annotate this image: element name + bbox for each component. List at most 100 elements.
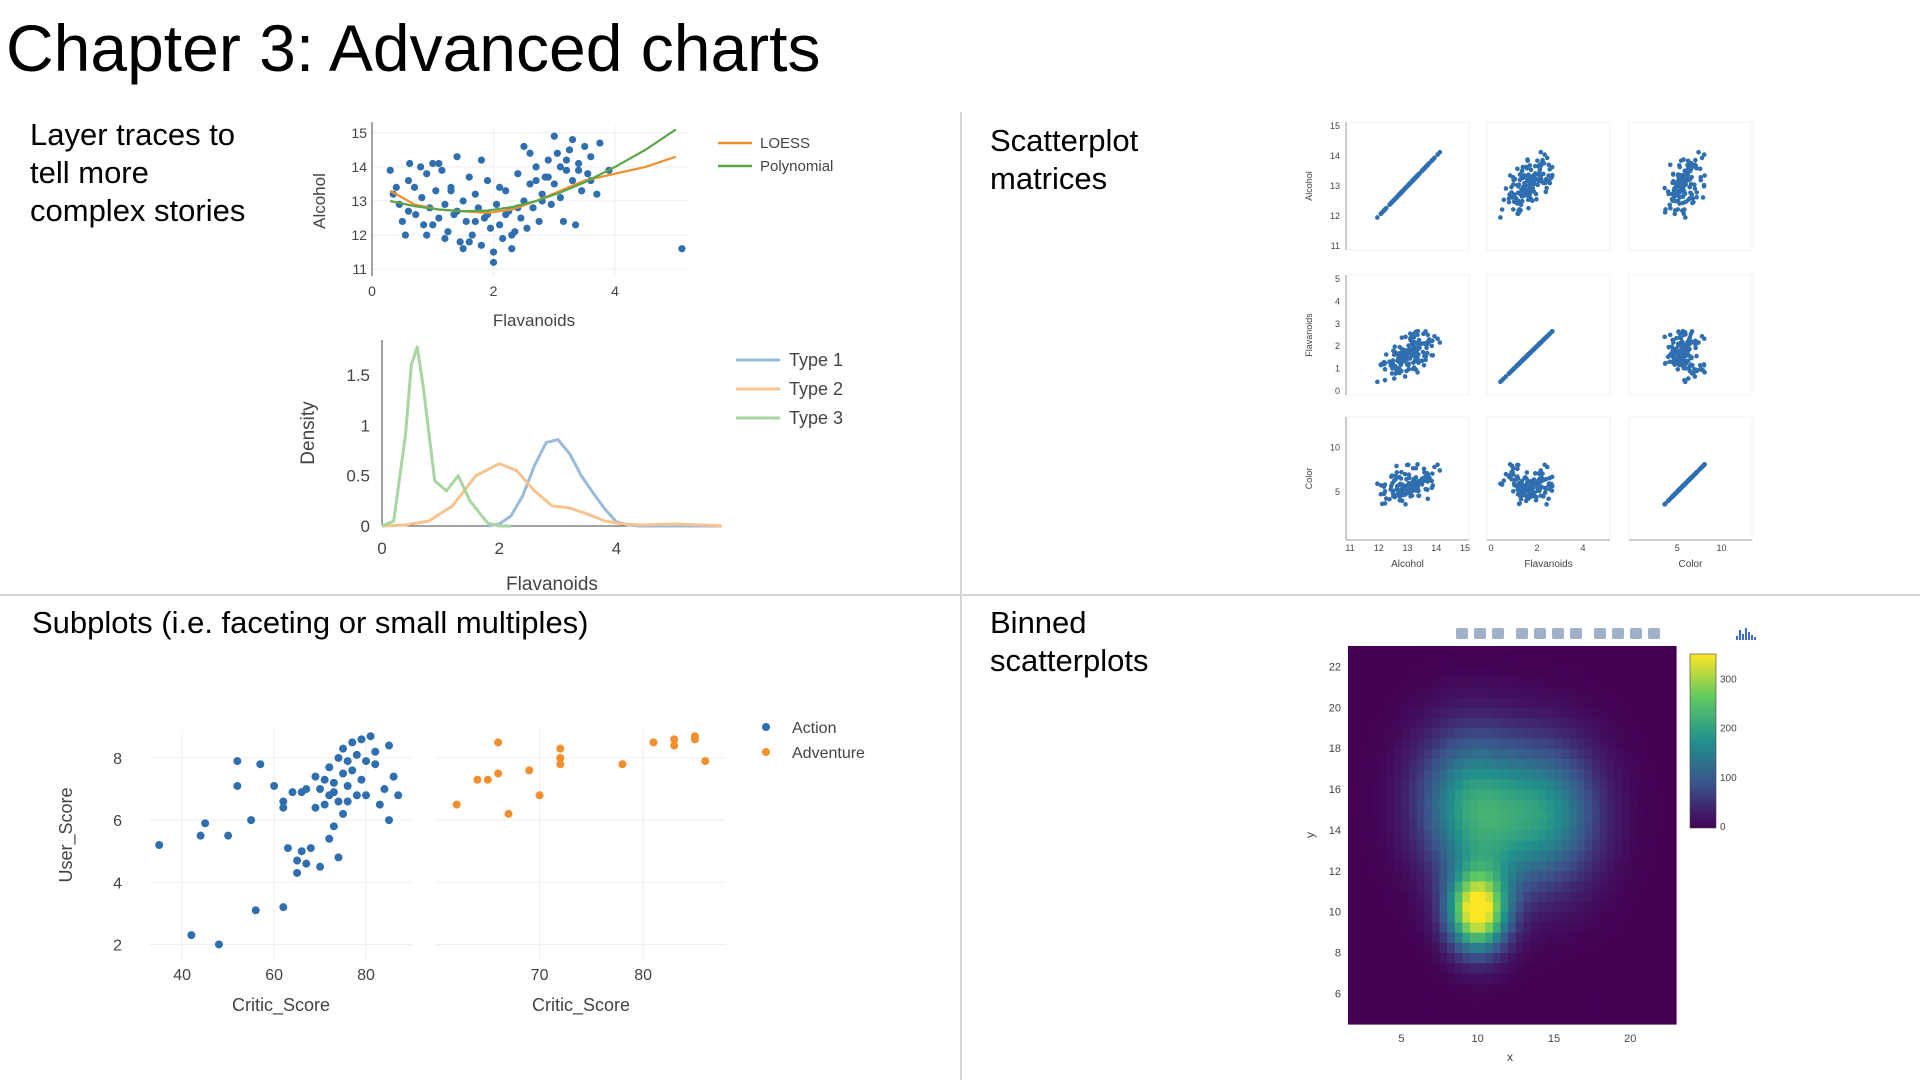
heatmap-cell — [1378, 993, 1387, 1005]
heatmap-cell — [1645, 707, 1654, 719]
y-tick-label: 6 — [113, 813, 122, 830]
heatmap-cell — [1508, 829, 1517, 841]
plotly-logo-icon[interactable] — [1736, 628, 1756, 640]
scatter-point — [477, 241, 485, 249]
heatmap-cell — [1531, 891, 1540, 903]
plotly-modebar[interactable] — [1456, 628, 1756, 640]
heatmap-cell — [1378, 666, 1387, 678]
heatmap-cell — [1614, 921, 1624, 933]
heatmap-cell — [1607, 942, 1616, 954]
heatmap-cell — [1348, 707, 1357, 719]
splom-point — [1393, 371, 1398, 376]
heatmap-cell — [1637, 819, 1647, 831]
heatmap-cell — [1569, 707, 1578, 719]
heatmap-cell — [1515, 758, 1525, 770]
heatmap-cell — [1439, 717, 1448, 729]
heatmap-cell — [1431, 932, 1441, 943]
heatmap-cell — [1599, 911, 1608, 923]
scatter-point — [465, 238, 473, 246]
heatmap-cell — [1515, 932, 1525, 943]
splom-point — [1671, 187, 1677, 193]
spike-lines-icon[interactable] — [1594, 628, 1606, 639]
heatmap-cell — [1538, 1003, 1547, 1015]
splom-point — [1663, 501, 1668, 506]
heatmap-cell — [1454, 860, 1464, 872]
splom-point — [1415, 462, 1420, 467]
heatmap-cell — [1630, 646, 1639, 657]
heatmap-cell — [1355, 697, 1364, 708]
heatmap-cell — [1515, 1003, 1525, 1015]
heatmap-cell — [1584, 880, 1593, 892]
heatmap-cell — [1424, 697, 1433, 708]
splom-point — [1693, 345, 1698, 351]
scatter-point — [429, 159, 437, 168]
subplot-point — [380, 785, 389, 794]
heatmap-cell — [1370, 901, 1380, 913]
heatmap-cell — [1492, 880, 1502, 892]
subplot-point — [352, 750, 361, 759]
heatmap-cell — [1538, 850, 1547, 862]
heatmap-cell — [1645, 870, 1654, 882]
heatmap-cell — [1592, 1003, 1601, 1015]
splom-chart: 11 12 13 14 15 0 2 4 5 101112131415012345510Alcoh… — [1304, 121, 1753, 570]
autoscale-icon[interactable] — [1552, 628, 1564, 639]
heatmap-cell — [1416, 860, 1425, 872]
heatmap-cell — [1508, 921, 1517, 933]
heatmap-cell — [1592, 860, 1601, 872]
heatmap-cell — [1470, 676, 1479, 688]
camera-icon[interactable] — [1456, 628, 1468, 639]
heatmap-cell — [1630, 860, 1639, 872]
heatmap-cell — [1569, 809, 1578, 821]
heatmap-cell — [1470, 870, 1479, 882]
zoom-in-icon[interactable] — [1516, 628, 1528, 639]
heatmap-cell — [1523, 666, 1532, 678]
heatmap-cell — [1416, 911, 1425, 923]
heatmap-cell — [1660, 870, 1669, 882]
zoom-icon[interactable] — [1474, 628, 1486, 639]
legend-label: Action — [792, 720, 836, 737]
heatmap-cell — [1401, 983, 1410, 994]
heatmap-cell — [1355, 799, 1364, 811]
splom-point — [1522, 355, 1528, 361]
splom-point — [1394, 483, 1400, 489]
scatter-point — [398, 217, 406, 226]
heatmap-cell — [1660, 840, 1669, 851]
heatmap-cell — [1401, 860, 1410, 872]
heatmap-cell — [1500, 686, 1509, 698]
heatmap-cell — [1431, 891, 1441, 903]
heatmap-cell — [1637, 891, 1647, 903]
heatmap-cell — [1485, 860, 1494, 872]
pan-icon[interactable] — [1492, 628, 1504, 639]
heatmap-cell — [1492, 911, 1502, 923]
heatmap-cell — [1645, 850, 1654, 862]
y-tick-label: 0.5 — [346, 467, 370, 486]
heatmap-cell — [1492, 737, 1502, 749]
x-tick-label: 13 — [1402, 543, 1412, 553]
zoom-out-icon[interactable] — [1534, 628, 1546, 639]
heatmap-cell — [1637, 686, 1647, 698]
heatmap-cell — [1393, 748, 1402, 759]
edit-icon[interactable] — [1648, 628, 1660, 639]
heatmap-cell — [1393, 880, 1402, 892]
heatmap-cell — [1660, 646, 1669, 657]
heatmap-cell — [1500, 768, 1509, 780]
heatmap-cell — [1668, 911, 1677, 923]
scatter-point — [514, 170, 522, 178]
splom-point — [1542, 490, 1548, 495]
heatmap-cell — [1531, 748, 1540, 759]
heatmap-cell — [1462, 901, 1471, 913]
heatmap-cell — [1653, 891, 1662, 903]
scatter-point — [562, 166, 571, 174]
heatmap-cell — [1492, 942, 1502, 954]
heatmap-cell — [1599, 819, 1608, 831]
hover-closest-icon[interactable] — [1612, 628, 1624, 639]
hover-compare-icon[interactable] — [1630, 628, 1642, 639]
home-icon[interactable] — [1570, 628, 1582, 639]
heatmap-cell — [1607, 891, 1616, 903]
heatmap-cell — [1447, 860, 1456, 872]
splom-point — [1382, 360, 1388, 366]
heatmap-cell — [1546, 921, 1555, 933]
heatmap-cell — [1416, 1013, 1425, 1025]
y-tick-label: 10 — [1329, 907, 1341, 919]
logo-bar — [1751, 635, 1753, 640]
